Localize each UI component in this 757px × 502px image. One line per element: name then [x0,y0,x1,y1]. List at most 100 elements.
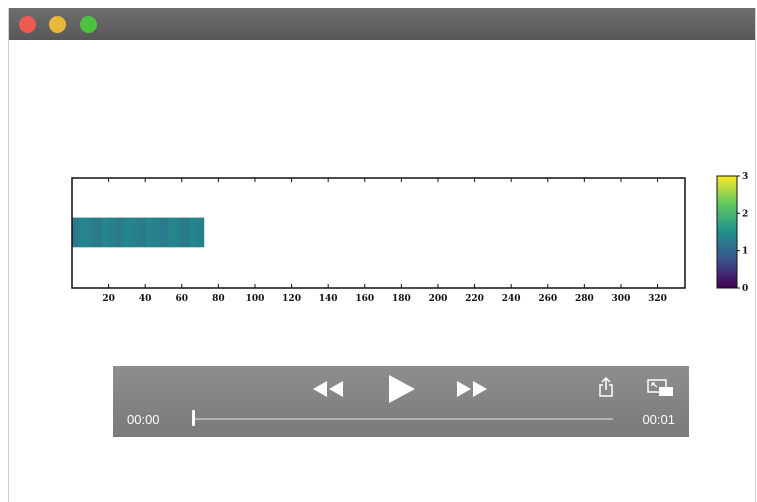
x-tick-label: 140 [319,294,338,304]
x-tick-label: 180 [392,294,411,304]
colorbar-segment [717,176,737,180]
colorbar-segment [717,254,737,258]
colorbar-segment [717,181,737,185]
colorbar-segment [717,279,737,283]
colorbar-segment [717,260,737,264]
colorbar-segment [717,178,737,183]
x-tick-label: 220 [465,294,484,304]
colorbar-segment [717,243,737,247]
maximize-button[interactable] [80,16,97,33]
heatmap-cell [72,217,80,248]
colorbar-segment [717,195,737,199]
colorbar-segment [717,209,737,213]
colorbar-segment [717,265,737,269]
total-time: 00:01 [642,412,675,427]
colorbar-segment [717,187,737,191]
heatmap-cell [86,217,95,248]
x-tick-label: 40 [139,294,152,304]
heatmap-cell [93,217,102,248]
heatmap-cell [181,217,190,248]
colorbar-segment [717,276,737,281]
x-tick-label: 260 [538,294,557,304]
rewind-button[interactable] [311,378,345,400]
heatmap-cell [196,217,205,248]
heatmap-cell [167,217,175,248]
colorbar-segment [717,234,737,239]
colorbar-segment [717,201,737,205]
colorbar-segment [717,220,737,225]
colorbar-segment [717,237,737,241]
progress-track[interactable] [193,418,613,420]
close-button[interactable] [19,16,36,33]
colorbar-segment [717,212,737,216]
heatmap-cell [130,217,139,248]
colorbar-segment [717,229,737,233]
colorbar-segment [717,240,737,244]
fast-forward-button[interactable] [455,378,489,400]
colorbar-segment [717,257,737,261]
heatmap-cell [79,217,88,248]
heatmap-chart: 20 40 60 80 100 120 140 160 180 200 220 240 260 280 30… [71,172,748,304]
share-button[interactable] [597,376,615,398]
colorbar-segment [717,232,737,236]
play-icon [389,375,415,403]
x-tick-label: 160 [355,294,374,304]
colorbar-segment [717,218,737,222]
colorbar-segment [717,190,737,194]
colorbar-segment [717,223,737,227]
heatmap-cell [174,217,183,248]
plot-frame [71,177,686,289]
colorbar-segment [717,184,737,188]
x-tick-label: 60 [176,294,189,304]
colorbar-tick-label: 1 [742,247,748,257]
x-tick-label: 80 [212,294,225,304]
rewind-icon [313,381,343,397]
colorbar-segment [717,271,737,275]
colorbar-tick-label: 3 [742,172,748,182]
x-tick-label: 240 [502,294,521,304]
progress-handle[interactable] [192,410,195,426]
colorbar-segment [717,274,737,278]
fast-forward-icon [457,381,487,397]
heatmap-cell [189,217,197,248]
minimize-button[interactable] [49,16,66,33]
video-player-controls: 00:00 00:01 [113,366,689,437]
heatmap-cell [108,217,117,248]
heatmap-cell [115,217,124,248]
colorbar-segment [717,246,737,250]
share-icon [599,376,613,397]
heatmap-cell [123,217,132,248]
colorbar-segment [717,251,737,255]
x-tick-label: 280 [575,294,594,304]
colorbar-tick-label: 2 [742,209,748,219]
heatmap-cell [145,217,154,248]
current-time: 00:00 [127,412,160,427]
title-bar [9,8,755,40]
x-tick-label: 120 [282,294,301,304]
x-tick-label: 100 [246,294,265,304]
colorbar-segment [717,192,737,197]
colorbar-segment [717,282,737,286]
colorbar-tick-label: 0 [742,284,748,294]
x-tick-label: 300 [612,294,631,304]
x-tick-label: 320 [648,294,667,304]
heatmap-cell [101,217,110,248]
heatmap-cell [152,217,161,248]
colorbar-segment [717,215,737,219]
colorbar-segment [717,285,737,289]
play-button[interactable] [385,374,417,404]
picture-in-picture-button[interactable] [647,378,675,398]
colorbar-segment [717,204,737,208]
colorbar-segment [717,226,737,230]
picture-in-picture-icon [647,379,673,396]
colorbar-segment [717,262,737,267]
colorbar-segment [717,198,737,202]
app-window: 20 40 60 80 100 120 140 160 180 200 220 240 260 280 30… [8,8,756,502]
colorbar-segment [717,248,737,253]
colorbar-frame [716,175,738,289]
x-tick-label: 200 [429,294,448,304]
colorbar-segment [717,206,737,211]
heatmap-cell [159,217,168,248]
x-tick-label: 20 [102,294,115,304]
heatmap-cell [137,217,146,248]
